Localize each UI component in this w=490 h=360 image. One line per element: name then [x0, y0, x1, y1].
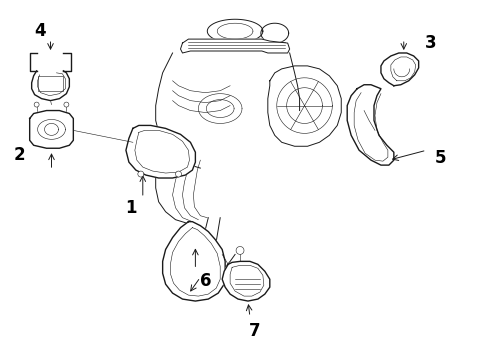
Polygon shape: [126, 125, 196, 178]
Polygon shape: [222, 261, 270, 301]
Polygon shape: [207, 19, 263, 43]
Text: 4: 4: [34, 22, 46, 40]
Polygon shape: [32, 71, 70, 100]
Text: 2: 2: [14, 146, 25, 164]
Text: 5: 5: [435, 149, 446, 167]
Polygon shape: [163, 222, 225, 301]
Circle shape: [64, 102, 69, 107]
Circle shape: [236, 247, 244, 255]
Bar: [38, 76, 63, 91]
Polygon shape: [30, 111, 74, 148]
Polygon shape: [261, 23, 289, 43]
Text: 1: 1: [125, 199, 137, 217]
Circle shape: [34, 102, 39, 107]
Polygon shape: [268, 66, 341, 146]
Text: 6: 6: [199, 272, 211, 290]
Polygon shape: [381, 53, 418, 86]
Text: 3: 3: [425, 34, 437, 52]
Circle shape: [175, 171, 181, 177]
Text: 7: 7: [249, 322, 261, 340]
Circle shape: [138, 171, 144, 177]
Polygon shape: [180, 39, 290, 53]
Polygon shape: [347, 85, 394, 165]
